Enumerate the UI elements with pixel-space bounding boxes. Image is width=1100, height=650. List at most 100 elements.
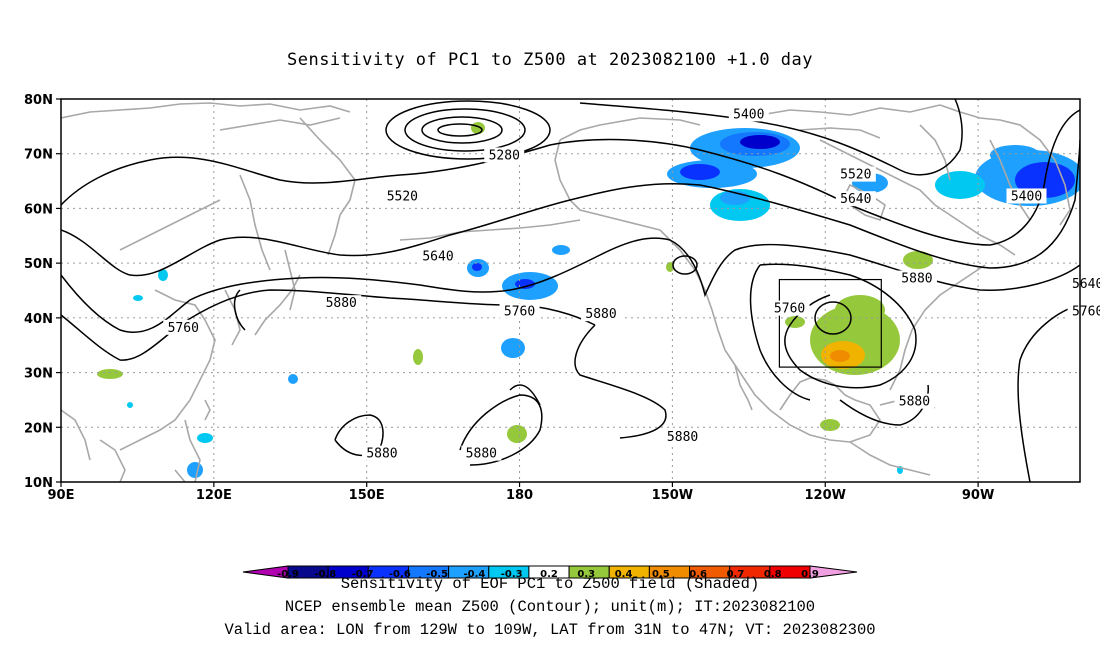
colorbar-tick-label: 0.8 — [764, 569, 782, 580]
contour-label: 5640 — [840, 192, 871, 207]
contour-line — [749, 264, 811, 401]
coast-path — [204, 399, 211, 421]
lat-tick-label: 60N — [24, 202, 53, 217]
coast-path — [939, 104, 1071, 226]
contour-label-bg — [894, 393, 935, 409]
contour-label: 5760 — [168, 321, 199, 336]
coast-path — [964, 224, 1016, 256]
shade-region — [990, 145, 1040, 165]
coast-path — [559, 117, 701, 141]
contour-label: 5520 — [840, 168, 871, 183]
contour-line — [61, 237, 1080, 333]
colorbar-tick-label: -0.7 — [352, 569, 374, 580]
contour-line — [1017, 304, 1080, 482]
lon-tick-label: 90W — [962, 488, 994, 503]
coast-path — [119, 289, 216, 451]
contour-labels: 5400528055205520564054005520564057605640… — [163, 106, 1100, 462]
lon-tick-label: 120E — [196, 488, 232, 503]
contour-label-bg — [1095, 245, 1100, 261]
coast-path — [554, 139, 661, 231]
contour-label: 5760 — [774, 302, 805, 317]
lon-tick-label: 120W — [805, 488, 846, 503]
contour-label: 5880 — [366, 447, 397, 462]
coast-path — [399, 219, 581, 241]
colorbar-tick-label: -0.5 — [426, 569, 448, 580]
coast-path — [119, 199, 221, 251]
shade-region — [127, 402, 133, 408]
colorbar-end-high — [809, 565, 858, 579]
contour-label-bg — [382, 188, 423, 204]
coast-path — [919, 124, 951, 181]
coast-path — [327, 214, 341, 256]
shade-region — [830, 350, 850, 362]
contour-label-bg — [769, 300, 810, 316]
colorbar-tick-label: -0.3 — [501, 569, 523, 580]
valid-area-box — [778, 278, 882, 368]
shade-region — [413, 349, 423, 365]
contour-label: 5640 — [422, 250, 453, 265]
coast-path — [734, 364, 753, 411]
shade-region — [501, 338, 525, 358]
contour-label-bg — [163, 319, 204, 335]
contour-line — [61, 139, 1080, 277]
coast-path — [779, 377, 881, 443]
contour-line — [509, 384, 541, 406]
contour-label: 5880 — [667, 430, 698, 445]
plot-title: Sensitivity of PC1 to Z500 at 2023082100… — [286, 50, 813, 70]
contour-line — [233, 289, 246, 331]
contour-label-bg — [1006, 188, 1047, 204]
contour-line — [759, 263, 917, 389]
contour-label: 5880 — [585, 307, 616, 322]
coast-path — [724, 349, 851, 443]
footer-valid-area-caption: Valid area: LON from 129W to 109W, LAT f… — [224, 621, 876, 639]
contour-label-bg — [1067, 303, 1100, 319]
contour-label: 5880 — [899, 395, 930, 410]
shade-region — [552, 245, 570, 255]
map-frame — [60, 98, 1081, 483]
colorbar-tick-label: 0.7 — [727, 569, 745, 580]
contour-label: 5760 — [504, 304, 535, 319]
contour-line — [579, 99, 963, 176]
contour-line — [385, 100, 551, 160]
colorbar-tick-label: 0.9 — [801, 569, 819, 580]
coast-path — [254, 274, 301, 336]
shade-region — [820, 419, 840, 431]
contour-label-bg — [835, 166, 876, 182]
coast-path — [239, 174, 271, 271]
shade-region — [97, 369, 123, 379]
coast-path — [284, 249, 296, 311]
shade-region — [740, 135, 780, 149]
lon-tick-label: 150W — [652, 488, 693, 503]
lat-tick-label: 10N — [24, 476, 53, 491]
shade-region — [680, 164, 720, 180]
contour-line — [61, 109, 1080, 246]
lat-tick-label: 20N — [24, 421, 53, 436]
contour-label: 5400 — [1011, 189, 1042, 204]
shade-region — [935, 171, 985, 199]
contour-label-bg — [896, 270, 937, 286]
coast-path — [819, 139, 966, 226]
colorbar-tick-label: -0.6 — [389, 569, 411, 580]
shade-region — [666, 262, 674, 272]
coast-path — [299, 117, 356, 216]
shade-region — [472, 263, 482, 271]
contour-label-bg — [581, 306, 622, 322]
contour-line — [672, 255, 698, 275]
contour-label-bg — [321, 295, 362, 311]
contour-label: 5880 — [466, 447, 497, 462]
contour-line — [421, 116, 503, 144]
shade-region — [197, 433, 213, 443]
contour-label-bg — [835, 191, 876, 207]
contour-label: 5760 — [1072, 304, 1100, 319]
colorbar-tick-label: 0.3 — [577, 569, 595, 580]
contour-label-bg — [662, 429, 703, 445]
colorbar-tick-label: -0.8 — [314, 569, 336, 580]
colorbar-tick-label: -0.9 — [277, 569, 299, 580]
lat-tick-label: 30N — [24, 367, 53, 382]
contour-label-bg — [418, 248, 459, 264]
contour-label: 5520 — [387, 189, 418, 204]
lat-tick-label: 40N — [24, 312, 53, 327]
lon-tick-label: 90E — [48, 488, 75, 503]
